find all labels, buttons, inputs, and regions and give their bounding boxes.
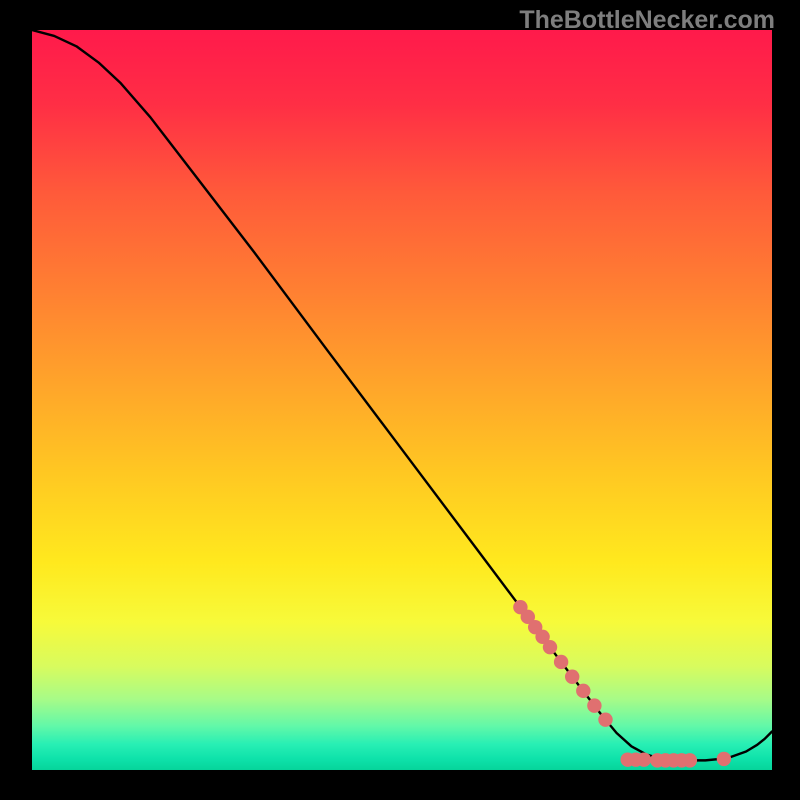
chart-stage: TheBottleNecker.com — [0, 0, 800, 800]
marker-dot — [554, 655, 568, 669]
chart-svg — [32, 30, 772, 770]
marker-dot — [576, 684, 590, 698]
plot-area — [32, 30, 772, 770]
marker-dot — [543, 640, 557, 654]
marker-dot — [565, 670, 579, 684]
markers-group — [513, 600, 731, 768]
watermark-text: TheBottleNecker.com — [519, 6, 775, 35]
marker-dot — [717, 752, 731, 766]
marker-dot — [598, 712, 612, 726]
marker-dot — [587, 698, 601, 712]
curve-line — [32, 30, 772, 760]
marker-dot — [683, 753, 697, 767]
marker-dot — [637, 752, 651, 766]
